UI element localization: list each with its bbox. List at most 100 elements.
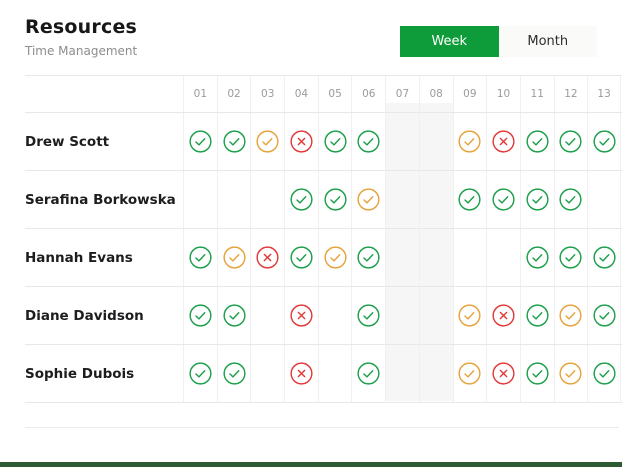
status-cell-red-x[interactable] xyxy=(486,287,520,344)
status-cell-red-x[interactable] xyxy=(284,287,318,344)
table-row: Serafina Borkowska xyxy=(25,171,622,229)
green-check-icon xyxy=(526,130,549,153)
day-column-header: 07 xyxy=(385,76,419,112)
status-cell-empty xyxy=(418,113,453,170)
status-cell-green-check[interactable] xyxy=(519,287,554,344)
status-cell-empty xyxy=(418,287,453,344)
red-x-icon xyxy=(492,362,515,385)
week-toggle-button[interactable]: Week xyxy=(400,26,499,57)
status-cell-green-check[interactable] xyxy=(351,287,385,344)
status-cell-green-check[interactable] xyxy=(553,113,588,170)
day-column-header: 08 xyxy=(418,76,453,112)
status-cell-red-x[interactable] xyxy=(284,113,318,170)
status-cell-red-x[interactable] xyxy=(284,345,318,402)
status-cell-red-x[interactable] xyxy=(250,229,284,286)
status-cell-green-check[interactable] xyxy=(553,229,588,286)
status-cell-orange-check[interactable] xyxy=(452,287,487,344)
orange-check-icon xyxy=(357,188,380,211)
day-column-header: 04 xyxy=(284,76,318,112)
resource-name: Sophie Dubois xyxy=(25,365,135,382)
day-column-header: 05 xyxy=(317,76,352,112)
day-column-header: 03 xyxy=(250,76,284,112)
status-cell-orange-check[interactable] xyxy=(553,345,588,402)
status-cell-green-check[interactable] xyxy=(519,171,554,228)
page-subtitle: Time Management xyxy=(25,44,138,58)
green-check-icon xyxy=(526,246,549,269)
green-check-icon xyxy=(593,304,616,327)
orange-check-icon xyxy=(559,362,582,385)
status-cell-green-check[interactable] xyxy=(351,113,385,170)
status-cell-green-check[interactable] xyxy=(317,113,352,170)
green-check-icon xyxy=(593,246,616,269)
green-check-icon xyxy=(324,130,347,153)
status-cell-green-check[interactable] xyxy=(183,287,217,344)
orange-check-icon xyxy=(458,362,481,385)
red-x-icon xyxy=(256,246,279,269)
status-cell-green-check[interactable] xyxy=(587,229,621,286)
status-cell-green-check[interactable] xyxy=(284,229,318,286)
status-cell-green-check[interactable] xyxy=(351,345,385,402)
status-cell-red-x[interactable] xyxy=(486,345,520,402)
red-x-icon xyxy=(492,304,515,327)
green-check-icon xyxy=(189,362,212,385)
status-cell-green-check[interactable] xyxy=(317,171,352,228)
status-cell-green-check[interactable] xyxy=(587,287,621,344)
month-toggle-button[interactable]: Month xyxy=(498,26,597,57)
name-column-header xyxy=(25,76,183,112)
status-cell-orange-check[interactable] xyxy=(317,229,352,286)
status-cell-green-check[interactable] xyxy=(216,287,251,344)
orange-check-icon xyxy=(458,130,481,153)
green-check-icon xyxy=(189,246,212,269)
status-cell-green-check[interactable] xyxy=(519,113,554,170)
status-cell-green-check[interactable] xyxy=(587,345,621,402)
status-cell-empty xyxy=(216,171,251,228)
status-cell-orange-check[interactable] xyxy=(250,113,284,170)
table-row: Hannah Evans xyxy=(25,229,622,287)
resource-name: Drew Scott xyxy=(25,133,110,150)
status-cell-orange-check[interactable] xyxy=(452,345,487,402)
table-header-row: 01 02 03 04 05 06 07 08 09 10 11 12 13 xyxy=(25,76,622,113)
bottom-divider xyxy=(25,427,619,428)
green-check-icon xyxy=(189,304,212,327)
red-x-icon xyxy=(290,362,313,385)
day-column-header: 06 xyxy=(351,76,385,112)
footer-accent-bar xyxy=(0,462,622,467)
status-cell-green-check[interactable] xyxy=(553,171,588,228)
status-cell-green-check[interactable] xyxy=(351,229,385,286)
orange-check-icon xyxy=(559,304,582,327)
status-cell-green-check[interactable] xyxy=(183,345,217,402)
status-cell-green-check[interactable] xyxy=(216,345,251,402)
status-cell-green-check[interactable] xyxy=(216,113,251,170)
status-cell-green-check[interactable] xyxy=(519,229,554,286)
status-cell-orange-check[interactable] xyxy=(452,113,487,170)
day-column-header: 09 xyxy=(452,76,487,112)
resource-name: Serafina Borkowska xyxy=(25,191,176,208)
status-cell-orange-check[interactable] xyxy=(216,229,251,286)
status-cell-empty xyxy=(250,345,284,402)
status-cell-green-check[interactable] xyxy=(587,113,621,170)
status-cell-green-check[interactable] xyxy=(183,113,217,170)
status-cell-green-check[interactable] xyxy=(519,345,554,402)
green-check-icon xyxy=(357,304,380,327)
table-row: Diane Davidson xyxy=(25,287,622,345)
day-column-header: 01 xyxy=(183,76,217,112)
status-cell-empty xyxy=(452,229,487,286)
green-check-icon xyxy=(290,188,313,211)
green-check-icon xyxy=(559,246,582,269)
green-check-icon xyxy=(559,188,582,211)
status-cell-green-check[interactable] xyxy=(284,171,318,228)
status-cell-orange-check[interactable] xyxy=(553,287,588,344)
status-cell-empty xyxy=(587,171,621,228)
day-column-header: 13 xyxy=(587,76,621,112)
status-cell-red-x[interactable] xyxy=(486,113,520,170)
red-x-icon xyxy=(290,130,313,153)
status-cell-green-check[interactable] xyxy=(183,229,217,286)
day-column-header: 02 xyxy=(216,76,251,112)
green-check-icon xyxy=(526,362,549,385)
status-cell-empty xyxy=(250,171,284,228)
status-cell-orange-check[interactable] xyxy=(351,171,385,228)
status-cell-green-check[interactable] xyxy=(452,171,487,228)
day-column-header: 11 xyxy=(519,76,554,112)
status-cell-empty xyxy=(183,171,217,228)
status-cell-green-check[interactable] xyxy=(486,171,520,228)
